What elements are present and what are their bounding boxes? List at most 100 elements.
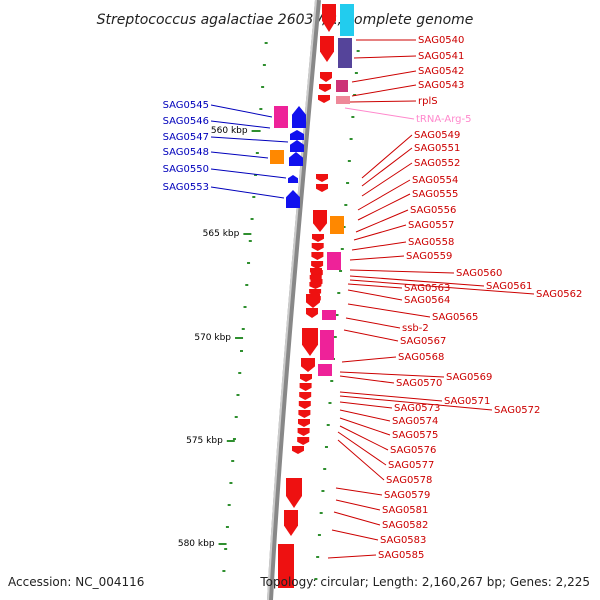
tick-mark <box>321 490 325 492</box>
right-gene-label: SAG0581 <box>382 505 428 516</box>
label-leader <box>349 269 455 274</box>
right-gene-label: SAG0551 <box>414 143 460 154</box>
label-leader <box>339 395 493 411</box>
gene-arrow <box>311 243 324 251</box>
tick-mark <box>347 160 351 162</box>
feature-block <box>336 96 350 104</box>
label-leader <box>349 279 535 295</box>
right-gene-label: SAG0572 <box>494 405 540 416</box>
gene-arrow <box>290 130 304 140</box>
feature-block <box>278 544 294 588</box>
label-leader <box>210 186 285 199</box>
label-leader <box>331 529 379 541</box>
label-leader <box>347 283 403 289</box>
right-gene-label: SAG0563 <box>404 283 450 294</box>
gene-arrow <box>313 210 327 232</box>
tick-mark <box>349 138 353 140</box>
gene-arrow <box>292 446 304 454</box>
right-gene-label: SAG0557 <box>408 220 454 231</box>
right-gene-label: SAG0567 <box>400 336 446 347</box>
tick-mark <box>324 446 328 448</box>
kbp-label: 570 kbp <box>194 333 231 343</box>
tick-mark <box>323 468 327 470</box>
tick-mark <box>335 314 339 316</box>
tick-mark <box>261 86 265 88</box>
feature-block <box>338 38 352 68</box>
label-leader <box>337 431 387 466</box>
label-leader <box>349 255 405 261</box>
gene-arrow <box>299 392 312 400</box>
label-leader <box>353 55 417 59</box>
right-gene-label: SAG0569 <box>446 372 492 383</box>
right-gene-label: SAG0559 <box>406 251 452 262</box>
right-gene-label: SAG0542 <box>418 66 464 77</box>
gene-arrow <box>320 72 332 82</box>
gene-arrow <box>301 358 315 372</box>
gene-arrow <box>298 410 311 418</box>
right-gene-label: SAG0554 <box>412 175 458 186</box>
label-leader <box>361 162 413 197</box>
label-leader <box>339 425 389 451</box>
gene-arrow <box>299 383 312 391</box>
tick-mark <box>227 504 231 506</box>
label-leader <box>353 224 407 241</box>
right-gene-label: SAG0579 <box>384 490 430 501</box>
kbp-tick <box>251 130 260 132</box>
gene-arrow <box>309 275 322 282</box>
right-gene-label: SAG0571 <box>444 396 490 407</box>
tick-mark <box>351 116 355 118</box>
tick-mark <box>232 438 236 440</box>
label-leader <box>347 289 403 301</box>
label-leader <box>339 391 443 402</box>
map-title: Streptococcus agalactiae 2603V/R, comple… <box>97 12 474 28</box>
label-leader <box>355 209 409 233</box>
label-leader <box>341 356 397 363</box>
tick-mark <box>314 578 318 580</box>
feature-block <box>274 106 288 128</box>
label-leader <box>339 375 395 384</box>
tick-mark <box>231 460 235 462</box>
left-gene-label: SAG0547 <box>163 132 209 143</box>
label-leader <box>345 317 401 329</box>
label-leader <box>351 241 407 251</box>
right-gene-label: SAG0568 <box>398 352 444 363</box>
gene-arrow <box>297 437 310 445</box>
label-leader <box>339 409 391 422</box>
tick-mark <box>342 226 346 228</box>
left-gene-label: SAG0546 <box>163 116 209 127</box>
left-gene-label: SAG0550 <box>163 164 209 175</box>
label-leader <box>349 100 417 103</box>
label-leader <box>339 417 391 436</box>
kbp-labels: 560 kbp 565 kbp 570 kbp 575 kbp 580 kbp <box>178 126 260 549</box>
accession-text: Accession: NC_004116 <box>8 575 144 589</box>
tick-mark <box>236 394 240 396</box>
label-leader <box>351 70 417 83</box>
tick-mark <box>354 72 358 74</box>
gene-arrow <box>290 140 304 152</box>
right-gene-label: SAG0585 <box>378 550 424 561</box>
tick-mark <box>229 482 233 484</box>
tick-mark <box>247 262 251 264</box>
feature-block <box>330 216 344 234</box>
tick-mark <box>245 284 249 286</box>
right-gene-label: SAG0555 <box>412 189 458 200</box>
tick-mark <box>225 526 229 528</box>
right-gene-label: SAG0575 <box>392 430 438 441</box>
label-leader <box>357 179 411 211</box>
gene-arrow <box>284 510 298 536</box>
label-leader <box>333 511 381 526</box>
label-leader <box>347 303 431 318</box>
gene-arrow <box>311 261 324 269</box>
genome-summary-text: Topology: circular; Length: 2,160,267 bp… <box>259 575 590 589</box>
right-gene-label: rplS <box>418 96 438 107</box>
right-gene-label: SAG0562 <box>536 289 582 300</box>
right-gene-label: SAG0573 <box>394 403 440 414</box>
gene-labels: SAG0545 SAG0546 SAG0547 SAG0548 SAG0550 SAG05… <box>163 35 583 561</box>
gene-arrow <box>302 328 318 356</box>
gene-arrow <box>319 84 331 92</box>
label-leader <box>339 401 393 409</box>
tick-mark <box>339 270 343 272</box>
gene-arrow <box>298 419 310 427</box>
tick-mark <box>344 204 348 206</box>
